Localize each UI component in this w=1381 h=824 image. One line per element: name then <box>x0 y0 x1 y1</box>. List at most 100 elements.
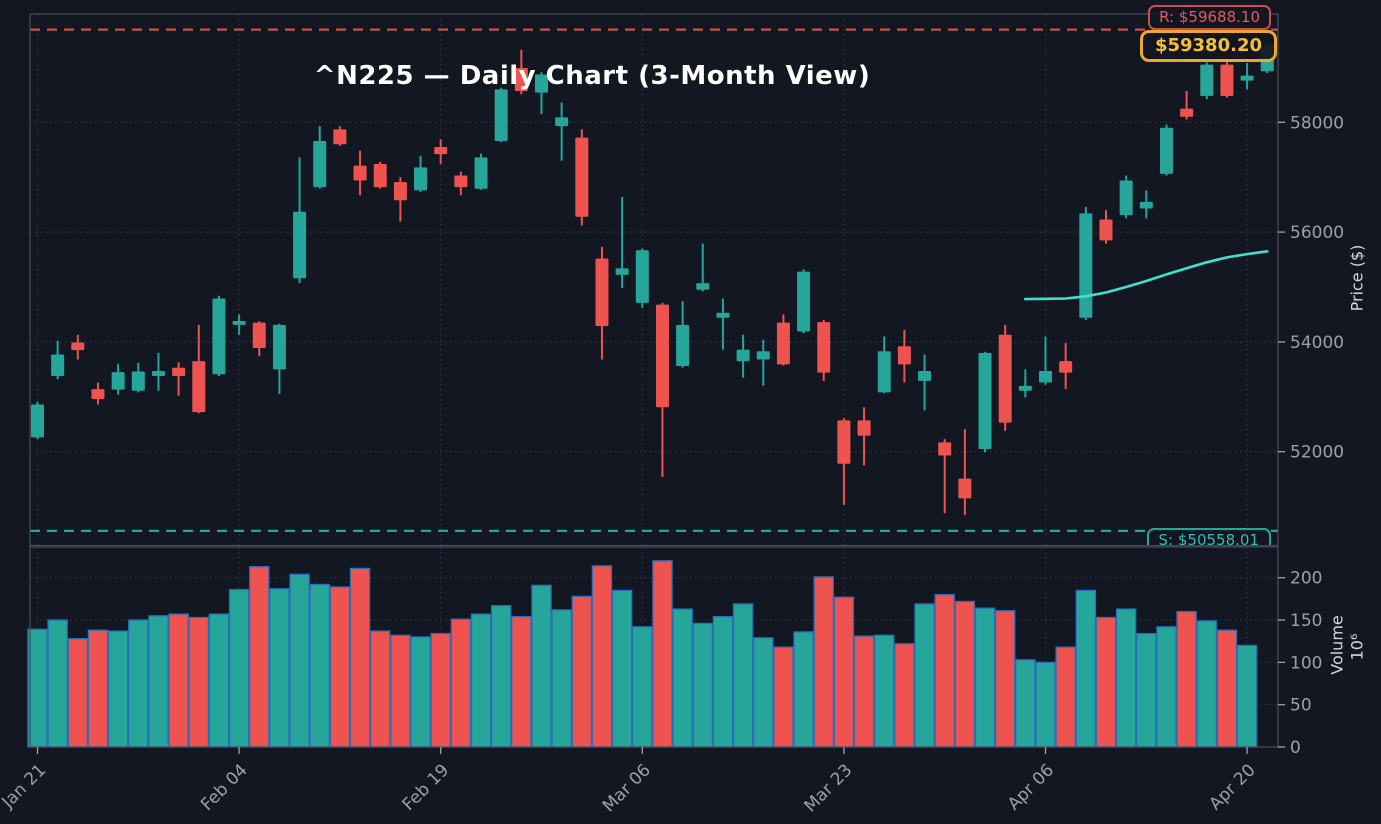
volume-bar <box>228 588 250 748</box>
volume-bar <box>1115 608 1137 748</box>
volume-bar <box>551 609 572 748</box>
volume-bar <box>208 613 230 748</box>
candle-body <box>353 165 367 181</box>
candle-body <box>494 89 508 141</box>
candle-body <box>333 129 347 145</box>
candle-body <box>192 361 206 413</box>
candle-body <box>172 367 186 376</box>
volume-bar <box>632 626 653 748</box>
x-tick-label: Feb 04 <box>197 760 252 815</box>
candle-body <box>575 137 589 217</box>
volume-tick-label: 0 <box>1290 738 1301 758</box>
volume-bar <box>369 630 391 748</box>
price-tick-label: 54000 <box>1290 333 1344 353</box>
volume-bar <box>410 636 431 748</box>
candle-body <box>817 322 831 373</box>
volume-bar <box>873 634 895 748</box>
candle-body <box>736 349 750 362</box>
price-tick-label: 56000 <box>1290 223 1344 243</box>
volume-bar <box>994 610 1016 748</box>
candle-body <box>776 322 790 365</box>
volume-bar <box>753 637 774 748</box>
volume-bar <box>490 604 512 748</box>
x-tick-label: Apr 06 <box>1004 760 1058 814</box>
volume-bar <box>853 635 875 748</box>
volume-bar <box>974 607 996 748</box>
volume-bar <box>732 603 754 748</box>
candle-body <box>635 250 649 303</box>
candle-body <box>1139 201 1153 209</box>
candle-body <box>232 321 246 325</box>
candle-body <box>857 420 871 436</box>
x-tick-label: Apr 20 <box>1206 760 1260 814</box>
candle-body <box>1119 180 1133 216</box>
candle-body <box>1039 370 1052 383</box>
candle-body <box>373 164 387 188</box>
volume-tick-label: 150 <box>1290 611 1322 631</box>
volume-bar <box>188 616 210 748</box>
volume-bar <box>269 588 290 748</box>
volume-bar <box>894 643 915 748</box>
candle-body <box>252 322 266 348</box>
volume-bar <box>712 615 734 748</box>
candle-body <box>938 442 952 456</box>
volume-bar <box>1196 620 1218 748</box>
candle-body <box>897 346 911 365</box>
candle-body <box>877 351 891 393</box>
volume-bar <box>813 576 834 748</box>
candle-body <box>393 182 407 201</box>
candle-body <box>414 167 428 191</box>
candle-body <box>151 370 165 376</box>
candle-body <box>756 351 770 360</box>
volume-axis-multiplier: 10⁶ <box>1347 633 1367 661</box>
volume-bar <box>107 630 129 748</box>
candle-body <box>535 74 548 93</box>
candle-body <box>474 157 488 189</box>
volume-bar <box>531 584 552 748</box>
candle-body <box>615 268 629 275</box>
current-price-badge: $59380.20 <box>1139 30 1277 62</box>
volume-bar <box>128 619 149 748</box>
price-axis-title: Price ($) <box>1347 244 1367 312</box>
candle-body <box>514 67 528 92</box>
resistance-badge: R: $59688.10 <box>1148 5 1271 30</box>
candle-body <box>595 258 609 326</box>
volume-bar <box>611 589 633 748</box>
candle-body <box>1099 219 1113 241</box>
volume-bar <box>672 608 693 748</box>
volume-bar <box>773 646 794 748</box>
x-tick-label: Mar 06 <box>599 760 655 816</box>
candle-body <box>555 117 569 127</box>
volume-bar <box>390 634 411 748</box>
candle-body <box>131 371 145 391</box>
volume-bar <box>329 586 351 748</box>
volume-bar <box>1035 661 1056 748</box>
volume-bar <box>27 628 48 748</box>
candle-body <box>1159 127 1173 174</box>
candle-body <box>1180 108 1194 117</box>
x-tick-label: Mar 23 <box>800 760 856 816</box>
volume-bar <box>47 619 68 748</box>
support-badge-clip: S: $50558.01 <box>0 520 1381 545</box>
support-badge: S: $50558.01 <box>1146 528 1271 545</box>
candle-body <box>212 298 226 375</box>
volume-bar <box>1156 626 1177 748</box>
volume-bar <box>87 629 109 748</box>
price-tick-label: 58000 <box>1290 113 1344 133</box>
candle-body <box>31 404 44 438</box>
volume-axis-title: Volume <box>1327 615 1347 675</box>
candle-body <box>293 211 307 279</box>
volume-bar <box>1095 616 1117 748</box>
price-tick-label: 52000 <box>1290 443 1344 463</box>
candle-body <box>1059 361 1073 373</box>
price-panel-spine <box>29 13 1279 547</box>
candle-body <box>1220 64 1234 96</box>
volume-bar <box>591 565 613 748</box>
volume-bar <box>67 637 89 748</box>
candle-body <box>978 352 992 449</box>
volume-bar <box>692 622 714 748</box>
volume-bar <box>1055 646 1076 748</box>
volume-bar <box>1015 659 1036 748</box>
candle-body <box>51 354 65 376</box>
